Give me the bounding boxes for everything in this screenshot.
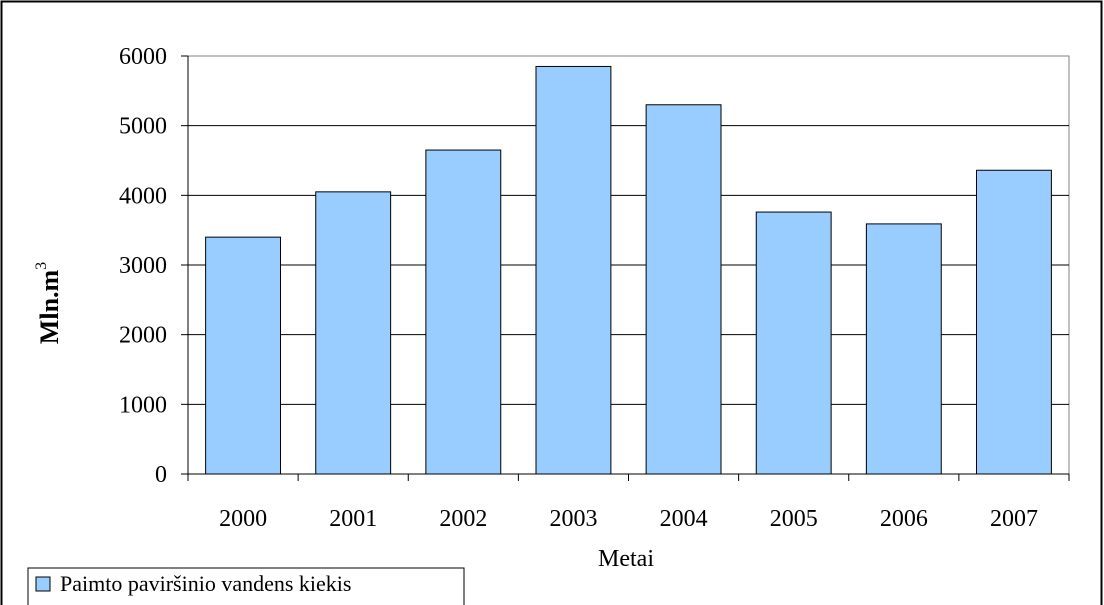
x-tick-label: 2004 [660, 506, 708, 532]
bar-2005 [755, 211, 832, 475]
x-tick-label: 2001 [329, 506, 377, 532]
x-tick-label: 2003 [549, 506, 597, 532]
bars [205, 65, 1052, 475]
x-tick-label: 2006 [880, 506, 928, 532]
bar-2006 [865, 223, 942, 475]
x-tick-label: 2002 [439, 506, 487, 532]
y-axis: 0 1000 2000 3000 4000 5000 6000 [119, 44, 189, 488]
x-axis-label: Metai [598, 546, 654, 572]
y-axis-label-text: Mln.m [35, 269, 64, 344]
y-tick-label: 6000 [119, 44, 167, 70]
y-tick-label: 2000 [119, 323, 167, 349]
x-tick-label: 2000 [219, 506, 267, 532]
bar-2003 [535, 65, 612, 475]
y-tick-label: 1000 [119, 392, 167, 418]
x-axis: 2000 2001 2002 2003 2004 2005 2006 2007 [187, 473, 1070, 532]
bar-2001 [315, 191, 392, 475]
legend-box [27, 567, 465, 605]
legend-label: Paimto paviršinio vandens kiekis [60, 571, 351, 596]
legend: Paimto paviršinio vandens kiekis [27, 567, 465, 605]
y-tick-label: 3000 [119, 253, 167, 279]
y-tick-label: 4000 [119, 183, 167, 209]
bar-2000 [205, 236, 282, 475]
y-tick-label: 0 [155, 462, 167, 488]
x-tick-label: 2005 [770, 506, 818, 532]
y-tick-label: 5000 [119, 114, 167, 140]
bar-2007 [975, 169, 1052, 475]
x-tick-label: 2007 [990, 506, 1038, 532]
bar-2004 [645, 104, 722, 475]
legend-swatch [35, 576, 51, 592]
y-axis-label: Mln.m3 [33, 262, 64, 344]
y-axis-label-superscript: 3 [33, 262, 50, 270]
bar-2002 [425, 149, 502, 475]
